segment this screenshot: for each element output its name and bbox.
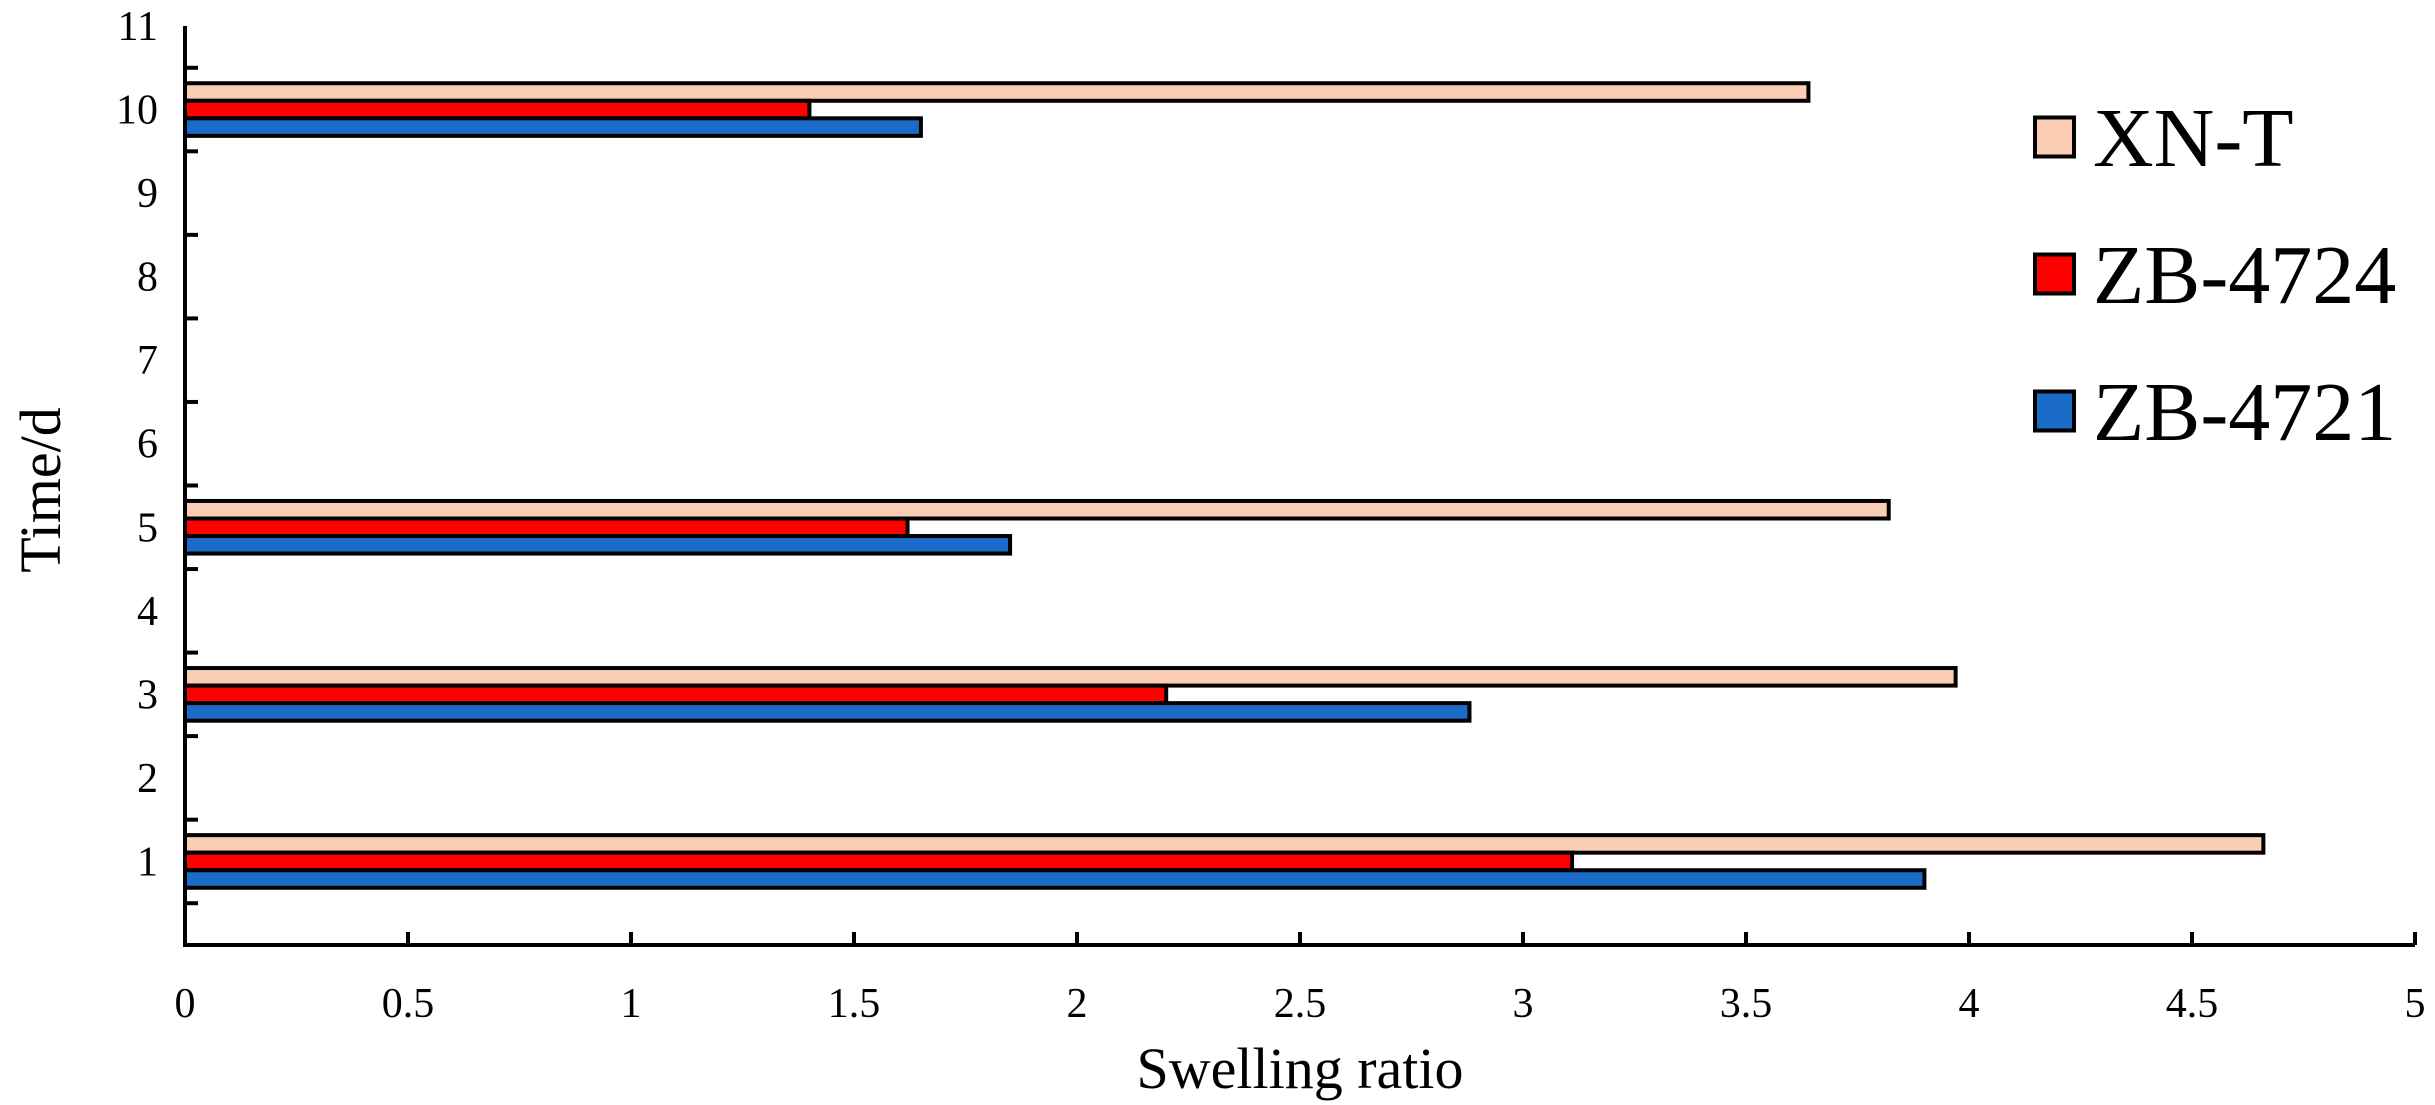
bar: [183, 666, 1958, 688]
bar: [183, 850, 1575, 873]
y-tick-label: 11: [118, 4, 158, 50]
x-axis-title: Swelling ratio: [1136, 1036, 1463, 1101]
y-tick-label: 2: [137, 756, 158, 802]
y-tick-label: 1: [137, 839, 158, 885]
y-ticks: 1 2 3 4 5 6 7 8 9 10 11: [116, 4, 198, 906]
x-tick-label: 2.5: [1274, 981, 1327, 1027]
bar: [183, 98, 812, 121]
x-tick-label: 0.5: [382, 981, 435, 1027]
legend-label: XN-T: [2093, 92, 2294, 185]
y-axis-title: Time/d: [8, 407, 73, 572]
x-tick-label: 1.5: [828, 981, 881, 1027]
y-tick-label: 6: [137, 422, 158, 468]
bars: [183, 81, 2266, 890]
x-tick-label: 1: [621, 981, 642, 1027]
bar: [183, 683, 1169, 706]
bar: [183, 81, 1811, 103]
legend: XN-T ZB-4724 ZB-4721: [2033, 92, 2396, 459]
y-tick-label: 8: [137, 255, 158, 301]
legend-swatch: [2033, 115, 2076, 159]
y-tick-label: 9: [137, 171, 158, 217]
bar: [183, 833, 2266, 855]
y-tick-label: 7: [137, 338, 158, 384]
x-tick-label: 3.5: [1720, 981, 1773, 1027]
axes: [183, 26, 2415, 947]
y-tick-label: 10: [116, 88, 158, 134]
bar: [183, 534, 1013, 556]
x-tick-label: 4.5: [2166, 981, 2219, 1027]
y-tick-label: 4: [137, 589, 158, 635]
bar: [183, 498, 1891, 521]
bar: [183, 701, 1472, 723]
bar: [183, 516, 910, 539]
legend-swatch: [2033, 252, 2076, 296]
x-ticks: 0 0.5 1 1.5 2 2.5 3 3.5 4 4.5 5: [175, 932, 2426, 1027]
x-tick-label: 5: [2405, 981, 2426, 1027]
x-tick-label: 0: [175, 981, 196, 1027]
x-tick-label: 3: [1513, 981, 1534, 1027]
x-tick-label: 4: [1959, 981, 1980, 1027]
x-tick-label: 2: [1067, 981, 1088, 1027]
legend-label: ZB-4721: [2093, 366, 2396, 459]
bar: [183, 868, 1927, 890]
bar: [183, 116, 923, 138]
y-tick-label: 3: [137, 672, 158, 718]
y-tick-label: 5: [137, 505, 158, 551]
legend-swatch: [2033, 389, 2076, 433]
legend-label: ZB-4724: [2093, 229, 2396, 322]
